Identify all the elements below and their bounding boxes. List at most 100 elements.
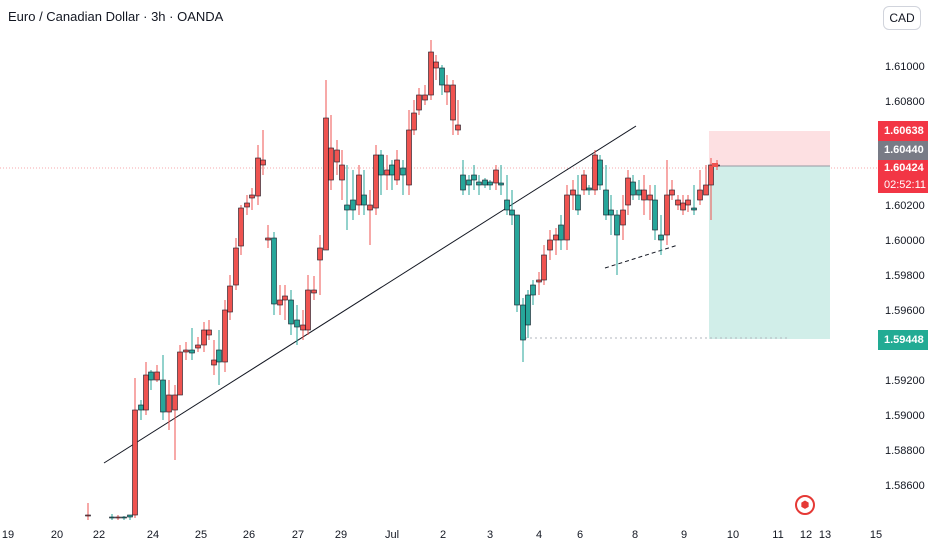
candle-body bbox=[597, 159, 603, 186]
candle-body bbox=[277, 299, 283, 306]
candle-body bbox=[691, 207, 697, 211]
candle-body bbox=[294, 319, 300, 328]
candle-body bbox=[344, 204, 350, 211]
candle-body bbox=[608, 209, 614, 216]
candle-body bbox=[547, 239, 553, 251]
candle-body bbox=[367, 204, 373, 211]
candle-body bbox=[564, 194, 570, 241]
candle-body bbox=[143, 374, 149, 411]
candle-body bbox=[138, 404, 144, 411]
candle-body bbox=[669, 189, 675, 196]
time-tick-label: 9 bbox=[680, 529, 688, 541]
candle-body bbox=[439, 67, 445, 86]
candle-body bbox=[541, 254, 547, 281]
candle-body bbox=[680, 202, 686, 211]
candle-body bbox=[658, 234, 664, 241]
time-tick-label: 10 bbox=[726, 529, 740, 541]
candle-body bbox=[334, 149, 340, 163]
support-dashed-line bbox=[604, 244, 679, 269]
symbol-title: Euro / Canadian Dollar · 3h · OANDA bbox=[8, 9, 224, 24]
price-tick-label: 1.59800 bbox=[885, 270, 925, 282]
price-tick-label: 1.61000 bbox=[885, 61, 925, 73]
time-tick-label: 3 bbox=[486, 529, 494, 541]
candle-body bbox=[206, 329, 212, 336]
currency-button[interactable]: CAD bbox=[883, 6, 921, 30]
candle-body bbox=[189, 349, 195, 354]
candle-body bbox=[493, 169, 499, 184]
candle-body bbox=[384, 169, 390, 176]
candle-body bbox=[211, 359, 217, 366]
candle-body bbox=[553, 234, 559, 241]
candle-body bbox=[450, 84, 456, 121]
candle-body bbox=[244, 202, 250, 208]
time-tick-label: 12 bbox=[799, 529, 813, 541]
candle-body bbox=[148, 371, 154, 381]
candle-body bbox=[317, 247, 323, 261]
candle-body bbox=[282, 295, 288, 301]
risk-zone bbox=[709, 131, 830, 166]
candle-body bbox=[530, 284, 536, 296]
take-profit-price-tag: 1.60638 bbox=[878, 121, 928, 142]
price-tick-label: 1.59600 bbox=[885, 305, 925, 317]
countdown-tag: 02:52:11 bbox=[878, 177, 928, 193]
candle-body bbox=[476, 181, 482, 186]
candle-body bbox=[664, 194, 670, 236]
time-tick-label: 8 bbox=[631, 529, 639, 541]
candle-body bbox=[389, 164, 395, 176]
candle-body bbox=[647, 194, 653, 201]
candle-body bbox=[558, 224, 564, 241]
candle-body bbox=[575, 194, 581, 211]
high-price-tag: 1.60440 bbox=[878, 141, 928, 160]
time-tick-label: 20 bbox=[50, 529, 64, 541]
candle-body bbox=[514, 214, 520, 306]
candle-body bbox=[703, 184, 709, 196]
candle-body bbox=[460, 174, 466, 191]
candle-body bbox=[487, 181, 493, 186]
candle-body bbox=[697, 189, 703, 201]
candle-body bbox=[652, 199, 658, 231]
candle-body bbox=[233, 247, 239, 286]
candle-body bbox=[121, 516, 127, 519]
candle-body bbox=[581, 174, 587, 191]
time-tick-label: 13 bbox=[818, 529, 832, 541]
candle-body bbox=[504, 199, 510, 211]
candle-body bbox=[172, 394, 178, 411]
candle-body bbox=[356, 174, 362, 206]
candle-body bbox=[288, 299, 294, 325]
candle-body bbox=[455, 124, 461, 131]
last-price-tag: 1.60424 bbox=[878, 160, 928, 177]
candle-body bbox=[350, 199, 356, 211]
candle-body bbox=[466, 179, 472, 186]
candle-body bbox=[85, 514, 91, 517]
candle-body bbox=[222, 309, 228, 363]
candle-body bbox=[708, 164, 714, 186]
candle-body bbox=[411, 112, 417, 131]
candle-body bbox=[525, 294, 531, 326]
candle-body bbox=[586, 187, 592, 191]
candle-body bbox=[625, 177, 631, 206]
candle-body bbox=[166, 394, 172, 413]
candle-body bbox=[400, 167, 406, 176]
candle-body bbox=[201, 329, 207, 346]
candle-body bbox=[603, 189, 609, 216]
candle-body bbox=[471, 174, 477, 181]
candle-body bbox=[406, 129, 412, 186]
canada-flag-icon[interactable]: ⬢ bbox=[795, 495, 815, 515]
price-tick-label: 1.60000 bbox=[885, 235, 925, 247]
candle-body bbox=[265, 237, 271, 241]
time-tick-label: 27 bbox=[291, 529, 305, 541]
candle-body bbox=[339, 164, 345, 181]
time-tick-label: 26 bbox=[242, 529, 256, 541]
candle-body bbox=[177, 351, 183, 396]
price-tick-label: 1.59200 bbox=[885, 375, 925, 387]
candle-body bbox=[378, 154, 384, 176]
candle-body bbox=[675, 199, 681, 206]
price-tick-label: 1.60800 bbox=[885, 96, 925, 108]
price-tick-label: 1.60200 bbox=[885, 200, 925, 212]
time-tick-label: 6 bbox=[576, 529, 584, 541]
candle-body bbox=[416, 94, 422, 111]
candle-body bbox=[216, 349, 222, 363]
candle-body bbox=[115, 516, 121, 519]
stop-price-tag: 1.59448 bbox=[878, 330, 928, 350]
